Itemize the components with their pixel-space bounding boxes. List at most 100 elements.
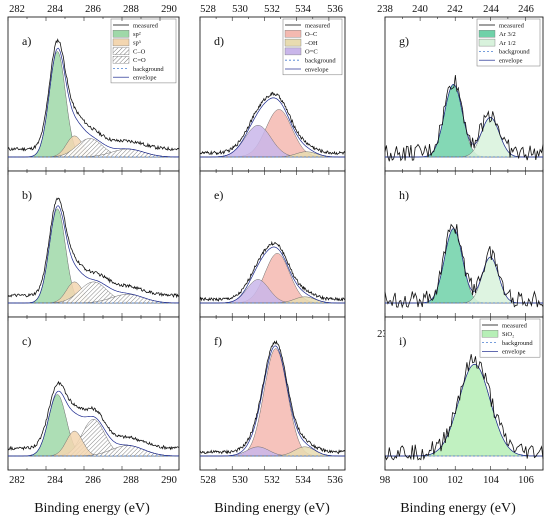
legend-swatch	[284, 47, 302, 56]
legend: measured Ar 3/2 Ar 1/2 background envelope	[476, 18, 541, 67]
legend-entry: C=O	[133, 57, 146, 64]
panel-h: h)	[384, 170, 544, 318]
panel-f: f)	[199, 316, 346, 471]
tick-label: 290	[161, 4, 177, 15]
envelope-line	[8, 47, 179, 158]
legend-entry: sp³	[133, 40, 141, 47]
tick-label: 534	[295, 4, 312, 15]
legend-entry: background	[305, 58, 336, 65]
envelope-line	[385, 228, 543, 304]
tick-marks	[384, 171, 544, 317]
legend-entry: background	[502, 340, 533, 347]
legend-entry: O=C	[305, 49, 318, 56]
tick-label: 528	[200, 475, 216, 486]
tick-label: 534	[295, 475, 312, 486]
panels: a)measuredsp²sp³C–OC=Obackgroundenvelope…	[7, 16, 544, 471]
panel-label: i)	[399, 334, 406, 348]
tick-label: 536	[327, 4, 343, 15]
tick-label: 536	[327, 475, 343, 486]
legend-swatch	[284, 38, 302, 47]
measured-line	[7, 38, 180, 152]
tick-marks	[7, 317, 180, 470]
measured-line	[7, 197, 180, 299]
panel-c: c)	[7, 316, 180, 471]
panel-e: e)	[199, 170, 346, 318]
bottom-ticks-col-1: 282 284 286 288 290	[9, 475, 177, 486]
legend-entry: measured	[502, 322, 528, 329]
tick-label: 290	[161, 475, 177, 486]
top-ticks-col-3: 238 240 242 244 246	[377, 4, 534, 15]
panel-label: b)	[22, 188, 32, 202]
legend-swatch	[112, 47, 130, 55]
measured-line	[384, 354, 544, 461]
measured-line	[384, 75, 544, 162]
tick-label: 532	[264, 475, 280, 486]
tick-label: 104	[483, 475, 500, 486]
tick-label: 100	[412, 475, 428, 486]
panel-label: h)	[399, 188, 409, 202]
panel-g: g) measured Ar 3/2 Ar 1/2 background envelope	[384, 16, 544, 172]
legend-swatch	[112, 56, 130, 64]
legend-swatch	[481, 330, 499, 338]
panel-label: d)	[214, 34, 224, 48]
legend-swatch	[112, 30, 130, 38]
legend-entry: envelope	[499, 58, 523, 65]
top-ticks-col-2: 528 530 532 534 536	[200, 4, 343, 15]
legend-entry: –OH	[304, 40, 318, 47]
legend-swatch	[478, 38, 496, 47]
tick-label: 98	[380, 475, 391, 486]
tick-label: 246	[518, 4, 534, 15]
legend-entry: measured	[133, 22, 159, 29]
legend-entry: O–C	[305, 31, 317, 38]
x-axis-label: Binding energy (eV)	[214, 501, 330, 516]
legend-entry: Ar 1/2	[499, 40, 516, 47]
x-axis-label: Binding energy (eV)	[34, 501, 150, 516]
legend-entry: SiO₂	[502, 331, 514, 338]
tick-label: 284	[47, 475, 64, 486]
tick-label: 532	[264, 4, 280, 15]
legend-entry: background	[499, 49, 530, 56]
measured-line	[384, 223, 544, 309]
tick-marks	[7, 17, 180, 171]
tick-label: 530	[232, 475, 248, 486]
tick-label: 284	[47, 4, 64, 15]
panel-label: e)	[214, 188, 223, 202]
legend-entry: envelope	[305, 66, 329, 73]
legend-swatch	[478, 30, 496, 38]
envelope-line	[200, 246, 345, 304]
legend-entry: measured	[305, 22, 331, 29]
tick-label: 244	[483, 4, 500, 15]
bottom-ticks-col-2: 528 530 532 534 536	[200, 475, 343, 486]
panel-label: g)	[399, 34, 409, 48]
tick-marks	[199, 317, 346, 470]
measured-line	[199, 339, 346, 455]
legend-entry: background	[133, 66, 164, 73]
tick-marks	[199, 17, 346, 171]
tick-label: 528	[200, 4, 216, 15]
tick-marks	[384, 317, 544, 470]
legend-entry: envelope	[502, 349, 526, 356]
envelope-line	[200, 345, 345, 457]
tick-label: 288	[123, 4, 139, 15]
tick-label: 240	[412, 4, 428, 15]
panel-label: c)	[22, 334, 31, 348]
legend-swatch	[112, 38, 130, 47]
legend-entry: C–O	[133, 48, 146, 55]
measured-line	[199, 240, 346, 302]
panel-i: i) measured SiO₂ background envelope	[384, 316, 544, 471]
legend-swatch	[284, 30, 302, 38]
panel-b: b)	[7, 170, 180, 318]
panel-label: a)	[22, 34, 31, 48]
legend: measured SiO₂ background envelope	[479, 318, 541, 358]
tick-label: 238	[377, 4, 393, 15]
tick-label: 242	[447, 4, 463, 15]
legend-entry: sp²	[133, 31, 141, 38]
legend-entry: envelope	[133, 75, 157, 82]
x-axis-label: Binding energy (eV)	[400, 501, 516, 516]
envelope-line	[200, 97, 345, 158]
tick-label: 530	[232, 4, 248, 15]
tick-marks	[384, 17, 544, 171]
